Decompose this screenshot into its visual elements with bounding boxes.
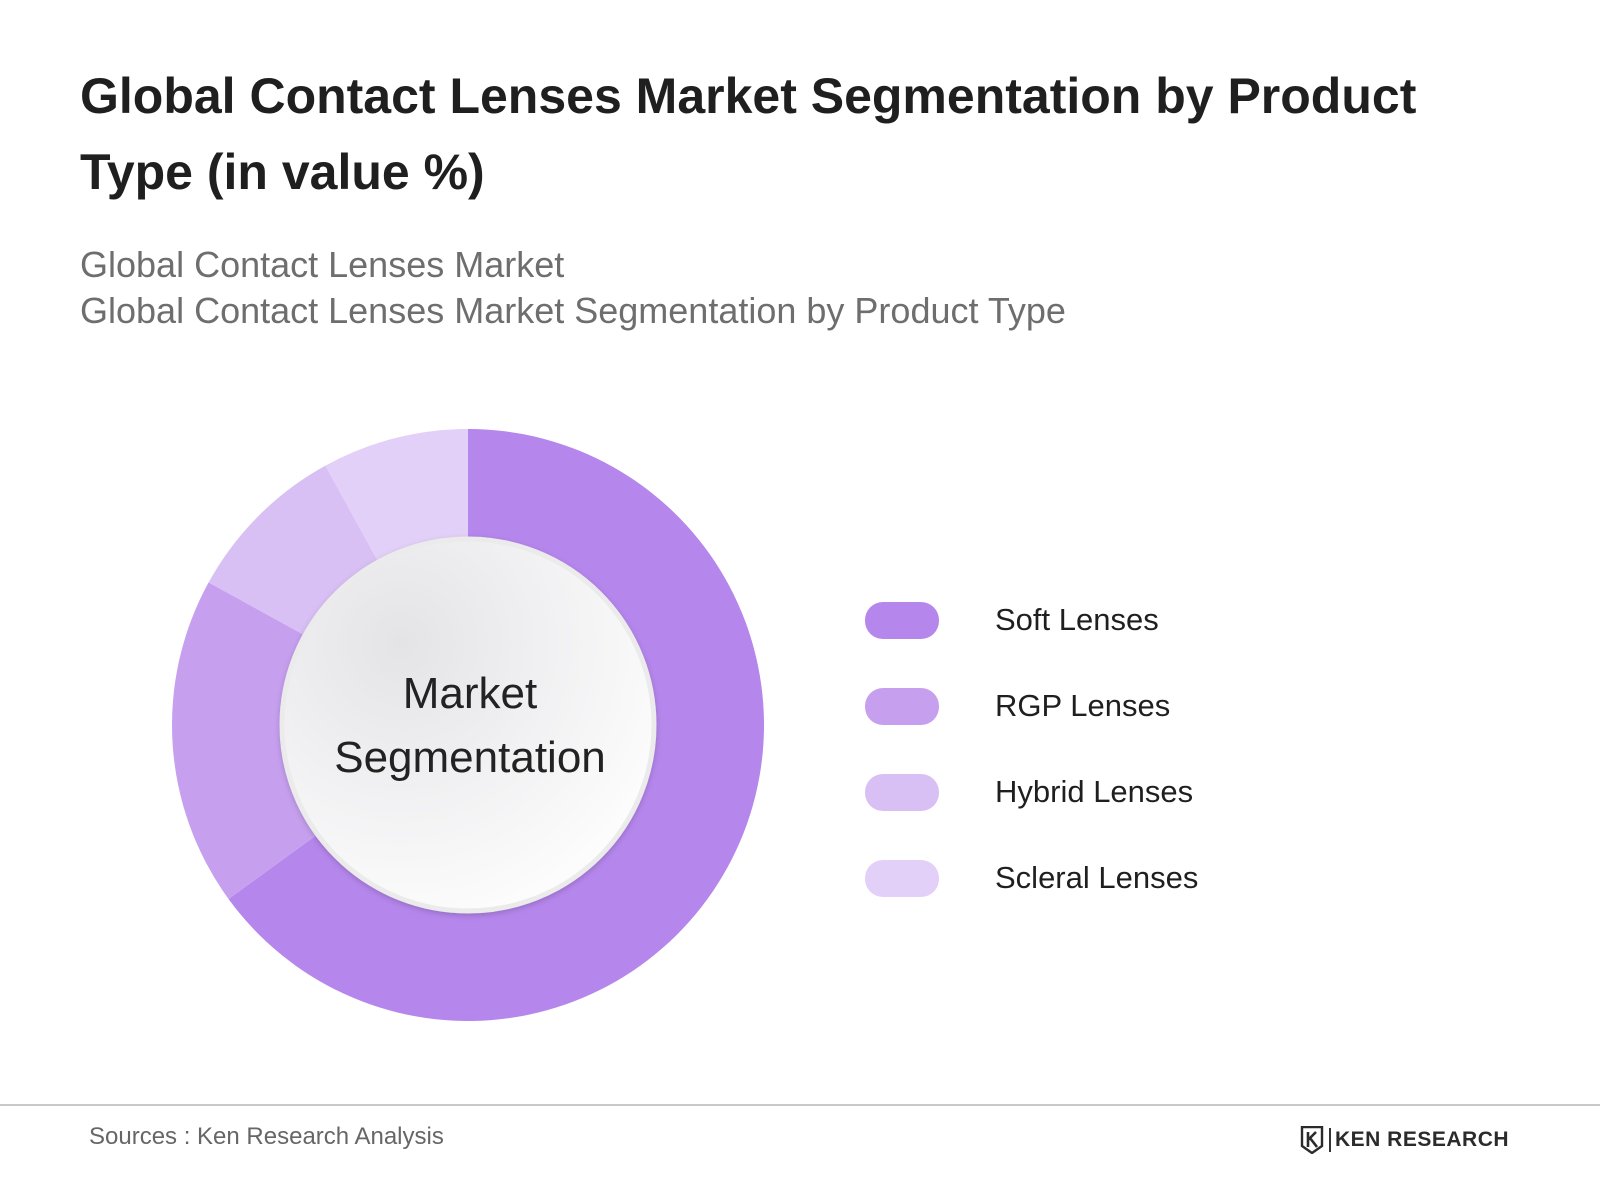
legend-label-scleral-lenses: Scleral Lenses [995,860,1199,895]
legend-label-rgp-lenses: RGP Lenses [995,688,1171,723]
legend-swatch-soft-lenses [865,602,939,639]
footer-divider [0,1104,1600,1106]
legend-item-soft-lenses: Soft Lenses [865,600,1365,640]
brand-logo: KEN RESEARCH [1300,1125,1509,1155]
legend-swatch-hybrid-lenses [865,774,939,811]
legend-item-hybrid-lenses: Hybrid Lenses [865,772,1365,812]
donut-center-label-line1: Market [402,669,538,718]
ken-research-logo-icon [1300,1126,1324,1154]
source-note: Sources : Ken Research Analysis [89,1123,444,1150]
legend-label-hybrid-lenses: Hybrid Lenses [995,774,1194,809]
legend-item-scleral-lenses: Scleral Lenses [865,858,1365,898]
donut-center-label-line2: Segmentation [334,733,606,782]
chart-subtitle-line2: Global Contact Lenses Market Segmentatio… [80,290,1066,331]
chart-title: Global Contact Lenses Market Segmentatio… [80,68,1417,200]
legend-swatch-scleral-lenses [865,860,939,897]
legend-swatch-rgp-lenses [865,688,939,725]
chart-subtitle-line1: Global Contact Lenses Market [80,244,565,285]
legend-label-soft-lenses: Soft Lenses [995,602,1159,637]
legend-item-rgp-lenses: RGP Lenses [865,686,1365,726]
donut-center-disc [279,536,657,914]
logo-separator [1329,1128,1331,1152]
brand-name: KEN RESEARCH [1335,1128,1510,1151]
